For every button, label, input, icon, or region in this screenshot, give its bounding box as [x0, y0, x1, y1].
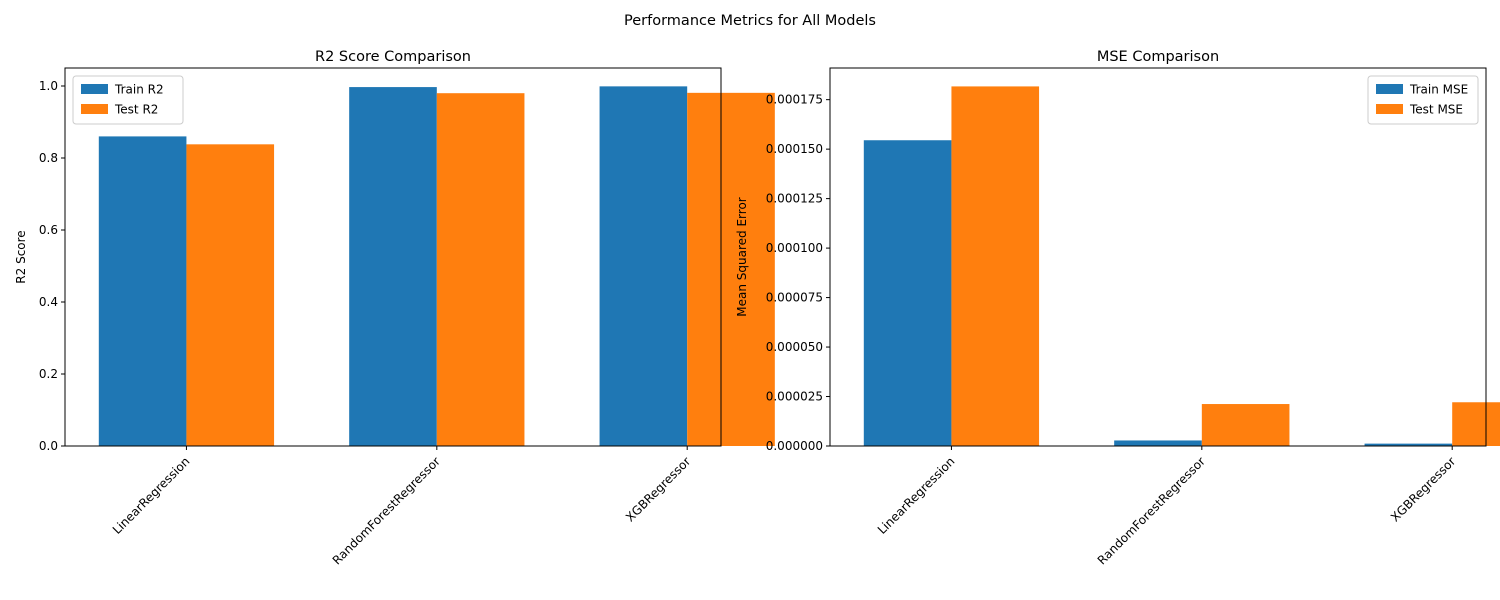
- y-tick-label: 0.8: [39, 151, 58, 165]
- legend-swatch-test: [81, 104, 108, 114]
- y-tick-label: 0.000025: [766, 390, 823, 404]
- x-tick-label: LinearRegression: [110, 454, 193, 537]
- y-tick-label: 0.000100: [766, 241, 823, 255]
- figure-title: Performance Metrics for All Models: [624, 13, 876, 29]
- axes-frame: [829, 67, 1487, 447]
- y-tick-label: 0.000075: [766, 291, 823, 305]
- y-tick-label: 0.000000: [766, 439, 823, 453]
- chart-panel-2: 0.000000 0.000025 0.000050 0.000075 0.000100…: [735, 49, 1500, 567]
- bar-train-2: [349, 87, 437, 446]
- y-tick-label: 1.0: [39, 79, 58, 93]
- legend-label-train: Train R2: [114, 83, 164, 97]
- y-axis-label: Mean Squared Error: [735, 197, 749, 317]
- legend-swatch-train: [1376, 84, 1403, 94]
- y-tick-label: 0.000150: [766, 142, 823, 156]
- axes-frame: [64, 67, 722, 447]
- chart-panel-1: 0.0 0.2 0.4 0.6 0.8 1.0 LinearRegression Random…: [14, 49, 775, 567]
- chart-title: R2 Score Comparison: [315, 49, 471, 65]
- bar-test-1: [951, 86, 1040, 446]
- y-tick-label: 0.6: [39, 223, 58, 237]
- legend-swatch-train: [81, 84, 108, 94]
- y-tick-label: 0.000175: [766, 93, 823, 107]
- x-tick-label: LinearRegression: [875, 454, 958, 537]
- y-tick-label: 0.2: [39, 367, 58, 381]
- x-tick-label: RandomForestRegressor: [330, 454, 443, 567]
- bar-train-2: [1114, 440, 1202, 446]
- legend-swatch-test: [1376, 104, 1403, 114]
- x-tick-label: RandomForestRegressor: [1095, 454, 1208, 567]
- bar-test-2: [436, 93, 525, 446]
- legend: Train MSE Test MSE: [1367, 75, 1479, 125]
- y-tick-label: 0.000050: [766, 340, 823, 354]
- bar-train-3: [1364, 443, 1453, 446]
- legend-label-test: Test MSE: [1409, 103, 1463, 117]
- y-tick-label: 0.0: [39, 439, 58, 453]
- bar-test-1: [186, 144, 275, 446]
- x-tick-label: XGBRegressor: [623, 454, 693, 524]
- bar-test-3: [1452, 402, 1500, 446]
- legend-label-train: Train MSE: [1409, 83, 1468, 97]
- chart-title: MSE Comparison: [1097, 49, 1219, 65]
- bar-train-1: [863, 140, 952, 447]
- legend-label-test: Test R2: [114, 103, 158, 117]
- bar-test-2: [1201, 404, 1290, 446]
- x-tick-label: XGBRegressor: [1388, 454, 1458, 524]
- legend: Train R2 Test R2: [72, 75, 184, 125]
- bar-train-1: [98, 136, 187, 446]
- y-axis-label: R2 Score: [14, 230, 28, 283]
- y-tick-label: 0.000125: [766, 192, 823, 206]
- y-tick-label: 0.4: [39, 295, 58, 309]
- bar-train-3: [599, 86, 688, 447]
- bar-test-3: [687, 92, 775, 446]
